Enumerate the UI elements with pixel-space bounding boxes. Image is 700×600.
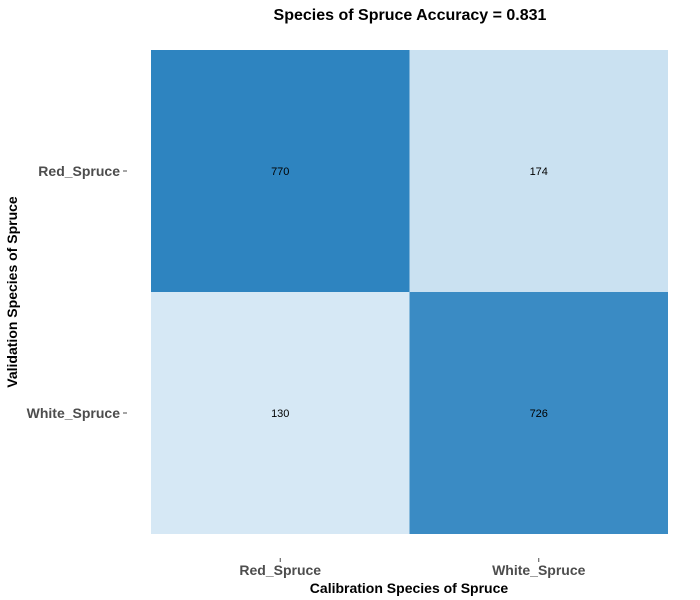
y-axis-title: Validation Species of Spruce xyxy=(4,196,20,388)
chart-title: Species of Spruce Accuracy = 0.831 xyxy=(274,7,547,24)
heatmap-cell-white-spruce-white-spruce xyxy=(409,292,668,534)
heatmap-cell-red-spruce-red-spruce xyxy=(151,50,410,292)
heatmap-cells: 770 174 130 726 xyxy=(151,50,668,534)
axis-ticks: Red_Spruce White_Spruce Red_Spruce White_Sp… xyxy=(27,163,586,578)
y-tick-label: White_Spruce xyxy=(27,405,121,421)
x-axis-title: Calibration Species of Spruce xyxy=(310,580,509,596)
cell-value-label: 726 xyxy=(530,408,548,420)
cell-value-label: 174 xyxy=(530,166,548,178)
x-tick-label: White_Spruce xyxy=(492,562,586,578)
cell-value-label: 770 xyxy=(271,166,289,178)
heatmap-cell-red-spruce-white-spruce xyxy=(409,50,668,292)
cell-value-label: 130 xyxy=(271,408,289,420)
x-tick-label: Red_Spruce xyxy=(239,562,321,578)
y-tick-label: Red_Spruce xyxy=(38,163,120,179)
heatmap-cell-white-spruce-red-spruce xyxy=(151,292,410,534)
